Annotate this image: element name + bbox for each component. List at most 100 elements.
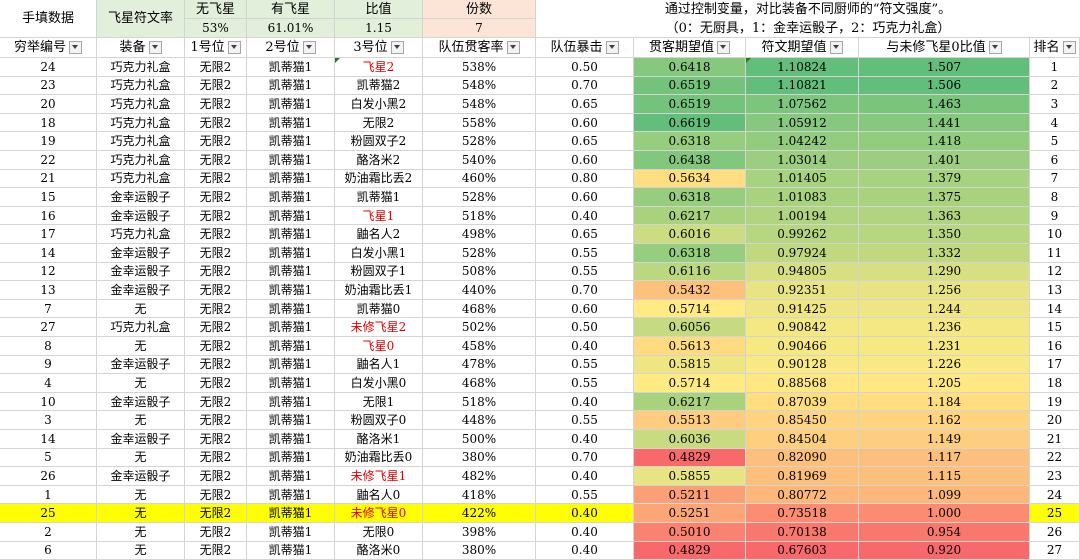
col-rank-cell[interactable]: 2: [1030, 76, 1080, 96]
filter-dropdown-icon[interactable]: [69, 41, 82, 54]
col-slot-1-cell[interactable]: 无限2: [185, 225, 247, 244]
col-equipment-cell[interactable]: 金幸运骰子: [97, 467, 185, 486]
col-ratio-cell[interactable]: 1.205: [859, 374, 1030, 393]
col-expected-value-cell[interactable]: 0.6036: [634, 430, 746, 449]
col-equipment-cell[interactable]: 无: [97, 485, 185, 505]
col-team-crit-cell[interactable]: 0.55: [536, 374, 634, 393]
col-rune-value-cell[interactable]: 0.67603: [746, 541, 859, 560]
col-ratio-header[interactable]: 与未修飞星0比值: [859, 38, 1030, 58]
col-slot-2-cell[interactable]: 凯蒂猫1: [247, 113, 335, 133]
col-slot-1-cell[interactable]: 无限2: [185, 467, 247, 486]
col-slot-2-cell[interactable]: 凯蒂猫1: [247, 225, 335, 244]
col-rune-value-cell[interactable]: 0.88568: [746, 374, 859, 393]
col-equipment-cell[interactable]: 金幸运骰子: [97, 188, 185, 207]
col-slot-1-cell[interactable]: 无限2: [185, 337, 247, 356]
col-team-crit-cell[interactable]: 0.40: [536, 504, 634, 523]
col-team-crit-cell[interactable]: 0.50: [536, 58, 634, 77]
col-ratio-cell[interactable]: 1.231: [859, 337, 1030, 356]
col-slot-2-cell[interactable]: 凯蒂猫1: [247, 262, 335, 282]
col-enum-id-cell[interactable]: 16: [0, 206, 97, 226]
col-slot-2-cell[interactable]: 凯蒂猫1: [247, 206, 335, 226]
no-star-value[interactable]: 53%: [185, 19, 247, 38]
col-expected-value-cell[interactable]: 0.5714: [634, 374, 746, 393]
filter-dropdown-icon[interactable]: [227, 41, 241, 54]
col-team-crit-cell[interactable]: 0.55: [536, 485, 634, 505]
col-enum-id-cell[interactable]: 20: [0, 95, 97, 114]
col-rank-cell[interactable]: 16: [1030, 337, 1080, 356]
col-expected-value-cell[interactable]: 0.6016: [634, 225, 746, 244]
col-team-rate-cell[interactable]: 418%: [423, 485, 536, 505]
col-slot-1-cell[interactable]: 无限2: [185, 95, 247, 114]
col-team-rate-cell[interactable]: 458%: [423, 337, 536, 356]
col-team-rate-cell[interactable]: 538%: [423, 58, 536, 77]
col-slot-1-cell[interactable]: 无限2: [185, 262, 247, 282]
col-team-crit-cell[interactable]: 0.65: [536, 225, 634, 244]
col-equipment-cell[interactable]: 金幸运骰子: [97, 355, 185, 375]
col-enum-id-cell[interactable]: 6: [0, 541, 97, 560]
col-rank-cell[interactable]: 27: [1030, 541, 1080, 560]
col-enum-id-cell[interactable]: 23: [0, 76, 97, 96]
col-team-rate-cell[interactable]: 498%: [423, 225, 536, 244]
col-equipment-cell[interactable]: 巧克力礼盒: [97, 58, 185, 77]
col-rank-header[interactable]: 排名: [1030, 38, 1080, 58]
col-slot-2-cell[interactable]: 凯蒂猫1: [247, 76, 335, 96]
col-expected-value-cell[interactable]: 0.5855: [634, 467, 746, 486]
col-rank-cell[interactable]: 9: [1030, 206, 1080, 226]
summary-label[interactable]: 手填数据: [0, 0, 97, 38]
col-enum-id-cell[interactable]: 24: [0, 58, 97, 77]
col-rune-value-cell[interactable]: 0.91425: [746, 299, 859, 319]
col-slot-2-cell[interactable]: 凯蒂猫1: [247, 504, 335, 523]
col-ratio-cell[interactable]: 1.401: [859, 151, 1030, 170]
col-team-rate-cell[interactable]: 468%: [423, 299, 536, 319]
col-enum-id-cell[interactable]: 7: [0, 299, 97, 319]
col-slot-1-cell[interactable]: 无限2: [185, 169, 247, 189]
col-rune-value-cell[interactable]: 1.10821: [746, 76, 859, 96]
col-expected-value-cell[interactable]: 0.6056: [634, 318, 746, 337]
col-rank-cell[interactable]: 8: [1030, 188, 1080, 207]
col-rune-value-cell[interactable]: 0.82090: [746, 448, 859, 468]
col-rank-cell[interactable]: 12: [1030, 262, 1080, 282]
col-equipment-cell[interactable]: 无: [97, 337, 185, 356]
col-slot-1-cell[interactable]: 无限2: [185, 58, 247, 77]
col-expected-value-cell[interactable]: 0.6318: [634, 188, 746, 207]
col-rune-value-cell[interactable]: 1.07562: [746, 95, 859, 114]
col-slot-1-cell[interactable]: 无限2: [185, 430, 247, 449]
col-rank-cell[interactable]: 24: [1030, 485, 1080, 505]
col-rank-cell[interactable]: 5: [1030, 132, 1080, 151]
col-equipment-cell[interactable]: 巧克力礼盒: [97, 76, 185, 96]
col-expected-value-cell[interactable]: 0.5815: [634, 355, 746, 375]
col-enum-id-cell[interactable]: 27: [0, 318, 97, 337]
col-rank-cell[interactable]: 22: [1030, 448, 1080, 468]
col-team-rate-cell[interactable]: 558%: [423, 113, 536, 133]
col-slot-3-cell[interactable]: 奶油霜比丢2: [335, 169, 423, 189]
col-slot-2-cell[interactable]: 凯蒂猫1: [247, 392, 335, 412]
col-ratio-cell[interactable]: 1.418: [859, 132, 1030, 151]
col-equipment-cell[interactable]: 无: [97, 541, 185, 560]
col-slot-3-cell[interactable]: 未修飞星2: [335, 318, 423, 337]
col-enum-id-cell[interactable]: 12: [0, 262, 97, 282]
col-slot-1-header[interactable]: 1号位: [185, 38, 247, 58]
col-slot-3-cell[interactable]: 鼬名人1: [335, 355, 423, 375]
col-enum-id-cell[interactable]: 22: [0, 151, 97, 170]
col-slot-3-cell[interactable]: 飞星0: [335, 337, 423, 356]
col-slot-2-cell[interactable]: 凯蒂猫1: [247, 374, 335, 393]
col-enum-id-cell[interactable]: 1: [0, 485, 97, 505]
col-expected-value-cell[interactable]: 0.6318: [634, 132, 746, 151]
col-slot-2-cell[interactable]: 凯蒂猫1: [247, 244, 335, 263]
col-slot-3-cell[interactable]: 凯蒂猫2: [335, 76, 423, 96]
col-rune-value-cell[interactable]: 0.85450: [746, 411, 859, 430]
col-slot-2-cell[interactable]: 凯蒂猫1: [247, 337, 335, 356]
col-rune-value-cell[interactable]: 1.05912: [746, 113, 859, 133]
col-expected-value-cell[interactable]: 0.6519: [634, 95, 746, 114]
col-expected-value-cell[interactable]: 0.5613: [634, 337, 746, 356]
col-rank-cell[interactable]: 6: [1030, 151, 1080, 170]
col-slot-3-header[interactable]: 3号位: [335, 38, 423, 58]
col-rank-cell[interactable]: 19: [1030, 392, 1080, 412]
col-slot-3-cell[interactable]: 凯蒂猫0: [335, 299, 423, 319]
col-slot-3-cell[interactable]: 无限0: [335, 523, 423, 542]
col-ratio-cell[interactable]: 1.099: [859, 485, 1030, 505]
col-ratio-cell[interactable]: 1.375: [859, 188, 1030, 207]
ratio-value[interactable]: 1.15: [335, 19, 423, 38]
col-enum-id-cell[interactable]: 18: [0, 113, 97, 133]
col-team-crit-cell[interactable]: 0.55: [536, 355, 634, 375]
